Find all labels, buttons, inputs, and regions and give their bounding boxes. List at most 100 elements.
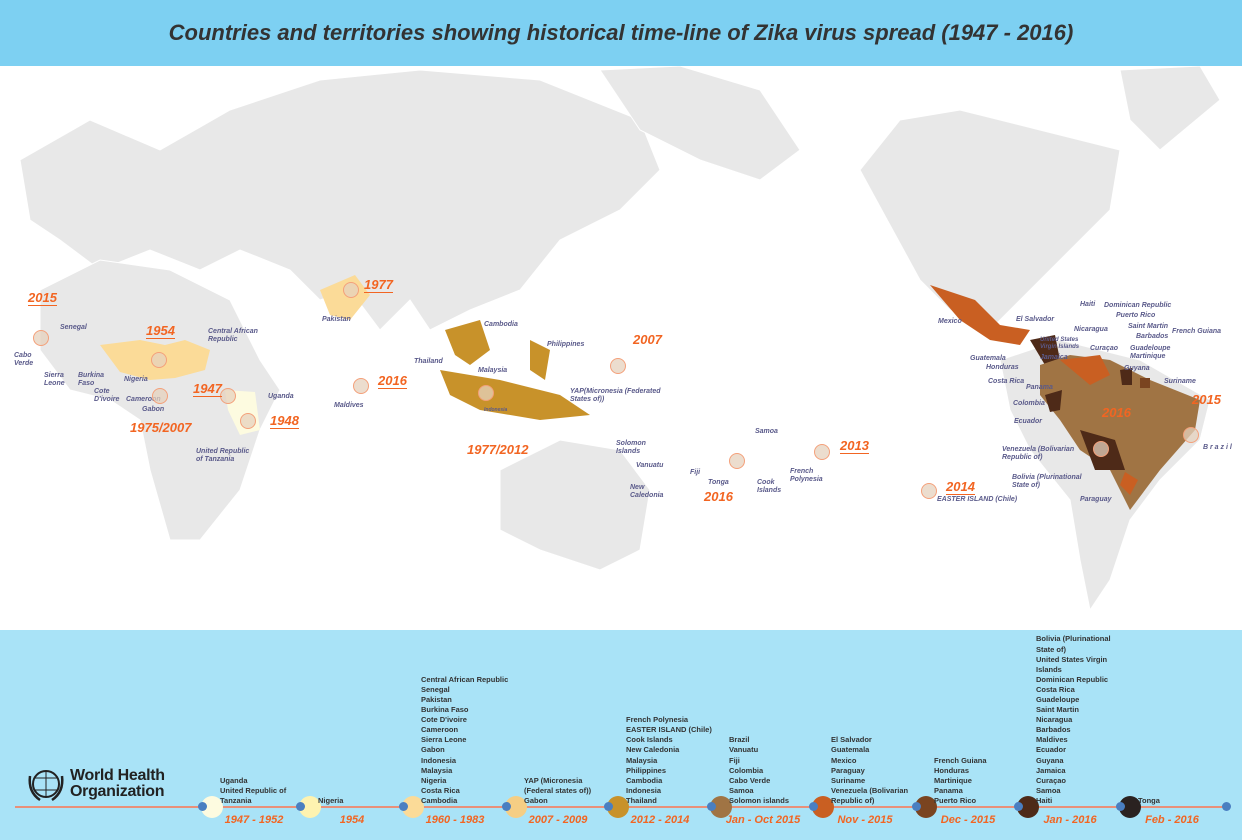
timeline-node (505, 796, 527, 818)
map-label: Costa Rica (988, 378, 1025, 385)
timeline-period: 1954 (339, 814, 365, 826)
map-label: Uganda (268, 393, 294, 400)
timeline-dot (707, 802, 716, 811)
year-label: 2016 (1102, 405, 1131, 420)
outbreak-marker (814, 444, 830, 460)
year-label: 2007 (633, 332, 662, 347)
year-label: 1947 (193, 381, 222, 397)
timeline-country: Uganda (220, 775, 248, 785)
timeline-country-list: Nigeria (318, 796, 343, 806)
who-name: World Health Organization (70, 767, 165, 800)
timeline-node (299, 796, 321, 818)
year-label: 1975/2007 (130, 420, 192, 435)
timeline-country-list: Central African Republic Senegal Pakistan B… (421, 675, 508, 806)
timeline-country-list: El Salvador Guatemala Mexico Paraguay Surina… (831, 735, 908, 806)
timeline-country: Bolivia (Plurinational (1036, 634, 1111, 644)
timeline-country: Paraguay (831, 765, 865, 775)
timeline-country-list: Brazil Vanuatu Fiji Colombia Cabo Verde Samoa… (729, 735, 789, 806)
timeline-country: Cabo Verde (729, 775, 771, 785)
year-label: 2015 (1192, 392, 1221, 407)
timeline-country: Thailand (626, 795, 657, 805)
timeline-period: Jan - 2016 (1043, 814, 1097, 826)
timeline-period: 2007 - 2009 (528, 814, 588, 826)
year-label: 1948 (270, 413, 299, 429)
year-label: 1954 (146, 323, 175, 339)
map-label: EASTER ISLAND (Chile) (937, 496, 1018, 503)
timeline-country: Ecuador (1036, 745, 1067, 755)
timeline-dot (502, 802, 511, 811)
timeline-country: Curaçao (1036, 775, 1067, 785)
timeline-country: French Guiana (934, 755, 987, 765)
outbreak-marker (152, 388, 168, 404)
outbreak-marker (353, 378, 369, 394)
map-label: Central African Republic (208, 328, 258, 343)
map-label: Cambodia (484, 321, 518, 328)
affected-countries (100, 275, 1200, 510)
timeline-node (812, 796, 834, 818)
timeline-country: Saint Martin (1036, 705, 1079, 715)
timeline-country-list: Tonga (1138, 796, 1160, 806)
timeline-node (402, 796, 424, 818)
map-label: Senegal (60, 324, 87, 331)
map-label: French Guiana (1172, 328, 1222, 335)
outbreak-marker (610, 358, 626, 374)
who-emblem-icon (28, 770, 64, 802)
map-label: Burkina Faso (78, 372, 105, 387)
timeline-country: Republic of) (831, 795, 875, 805)
timeline-country: Suriname (831, 775, 866, 785)
timeline-country: Martinique (934, 775, 972, 785)
timeline-country: Venezuela (Bolivarian (831, 785, 909, 795)
world-map: Cabo Verde Senegal Sierra Leone Burkina … (0, 66, 1242, 630)
timeline-country-list: Uganda United Republic of Tanzania (220, 776, 286, 806)
timeline-country: Panama (934, 785, 963, 795)
year-label: 2013 (840, 438, 869, 454)
map-label: Panama (1026, 384, 1053, 391)
timeline-country: Honduras (934, 765, 970, 775)
map-label: YAP(Micronesia (Federated States of)) (570, 388, 661, 403)
map-label: Colombia (1013, 400, 1045, 407)
year-label: 2014 (946, 479, 975, 495)
map-label: Barbados (1136, 333, 1169, 340)
map-label: B r a z i l (1203, 444, 1232, 451)
map-label: Nigeria (124, 376, 148, 383)
outbreak-marker (240, 413, 256, 429)
map-label: Thailand (414, 358, 443, 365)
map-label: Cameroon (126, 396, 161, 403)
map-label: New Caledonia (630, 484, 664, 499)
timeline-country: Islands (1036, 664, 1062, 674)
timeline-country: YAP (Micronesia (524, 775, 583, 785)
map-label: Gabon (142, 406, 165, 413)
timeline-country: Guadeloupe (1036, 694, 1080, 704)
timeline-country: Nicaragua (1036, 715, 1073, 725)
timeline-country: Tonga (1138, 795, 1160, 805)
outbreak-marker (151, 352, 167, 368)
outbreak-marker (478, 385, 494, 401)
outbreak-marker (220, 388, 236, 404)
timeline-end-dot (1222, 802, 1231, 811)
timeline-country: Costa Rica (421, 785, 460, 795)
timeline-country: United States Virgin (1036, 654, 1108, 664)
map-label: United Republic of Tanzania (196, 448, 250, 463)
timeline-node (1119, 796, 1141, 818)
timeline-node (201, 796, 223, 818)
timeline-country: Samoa (1036, 785, 1061, 795)
timeline-country: Nigeria (318, 795, 344, 805)
timeline-country: Gabon (524, 795, 548, 805)
year-label: 1977/2012 (467, 442, 529, 457)
timeline-country: Gabon (421, 745, 445, 755)
outbreak-marker (33, 330, 49, 346)
outbreak-marker (1093, 441, 1109, 457)
map-label: Curaçao (1090, 345, 1119, 352)
map-label: Solomon Islands (616, 440, 646, 455)
map-label: Guyana (1124, 365, 1150, 372)
timeline-country: Colombia (729, 765, 764, 775)
timeline-dot (198, 802, 207, 811)
page-title: Countries and territories showing histor… (168, 20, 1074, 45)
timeline-country: Pakistan (421, 694, 452, 704)
timeline-country: Cameroon (421, 725, 459, 735)
timeline-period: 1947 - 1952 (224, 814, 284, 826)
timeline-dot (296, 802, 305, 811)
timeline-country: Nigeria (421, 775, 447, 785)
timeline-dot (912, 802, 921, 811)
timeline-country: Cambodia (421, 795, 458, 805)
